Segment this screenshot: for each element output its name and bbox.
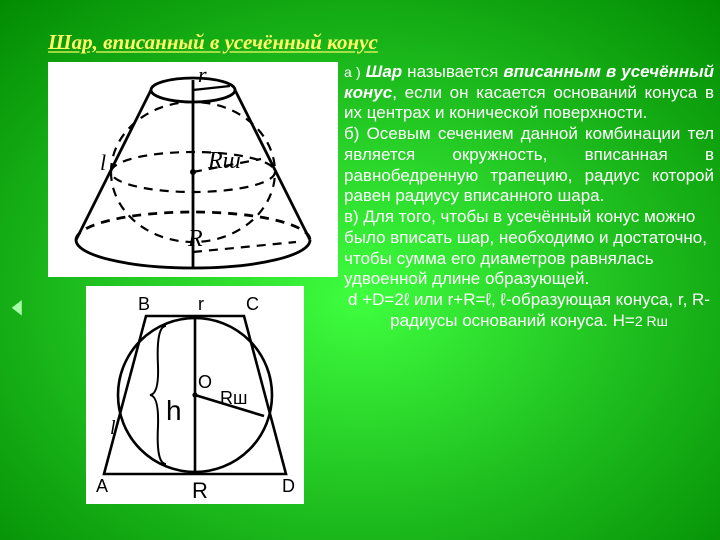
fig2-label-h: h (166, 395, 182, 426)
figure-axial-section: A B C D O r Rш R h l (86, 286, 304, 504)
fig1-label-l: l (100, 150, 106, 175)
fig1-label-R: R (187, 226, 203, 252)
fig2-label-D: D (282, 476, 295, 496)
fig2-label-l: l (110, 417, 116, 439)
para-a-prefix: а ) (344, 64, 361, 80)
para-d: d +D=2ℓ или r+R=ℓ, ℓ-образующая конуса, … (344, 290, 714, 331)
slide-nav-arrow: ◀ (12, 294, 22, 319)
para-a-mid: называется (402, 62, 503, 81)
para-a-bold1: Шар (366, 62, 402, 81)
fig1-label-Rsh: Rш (207, 148, 241, 174)
para-a-tail: , если он касается оснований конуса в их… (344, 83, 714, 123)
para-c: в) Для того, чтобы в усечённый конус мож… (344, 207, 714, 290)
para-d-small: 2 Rш (635, 313, 668, 329)
slide-title: Шар, вписанный в усечённый конус (48, 30, 378, 55)
figure-frustum-3d: r l Rш R (48, 62, 338, 277)
fig2-label-C: C (246, 294, 259, 314)
para-b: б) Осевым сечением данной комбинации тел… (344, 124, 714, 207)
fig2-label-B: B (138, 294, 150, 314)
text-column: а ) Шар называется вписанным в усечённый… (344, 62, 714, 332)
fig2-label-r: r (198, 294, 204, 314)
fig2-label-R: R (192, 478, 208, 503)
fig2-label-A: A (96, 476, 108, 496)
fig2-label-O: O (198, 372, 212, 392)
para-d-h: H= (613, 311, 635, 330)
fig2-label-Rsh: Rш (220, 388, 247, 408)
para-a: а ) Шар называется вписанным в усечённый… (344, 62, 714, 124)
fig1-label-r: r (198, 62, 207, 87)
